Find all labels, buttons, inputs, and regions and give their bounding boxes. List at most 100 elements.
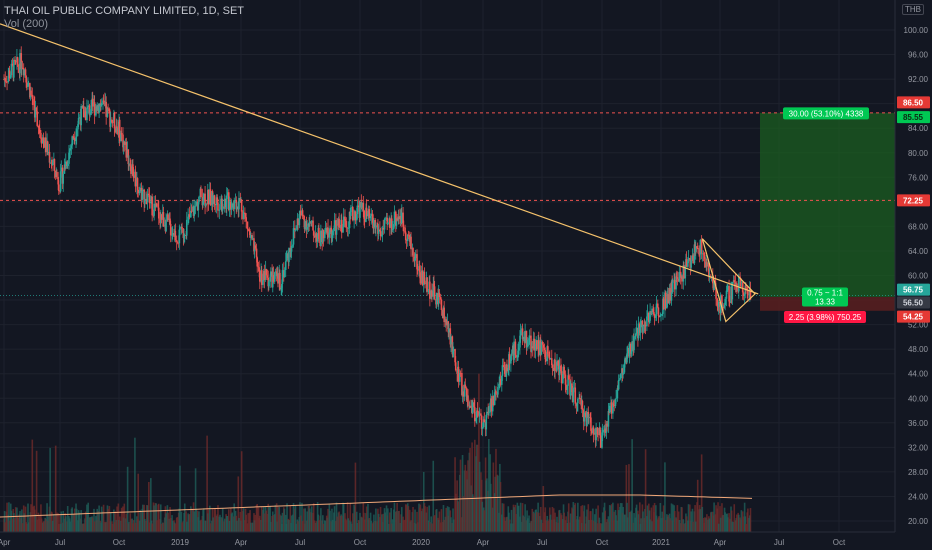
candle-body (33, 104, 35, 105)
volume-bar (38, 515, 41, 532)
candle-body (722, 307, 725, 309)
candle-body (642, 324, 644, 333)
candle-body (236, 206, 238, 210)
candle-body (517, 347, 520, 351)
volume-bar (642, 511, 644, 532)
candle-body (175, 240, 178, 242)
volume-bar (483, 510, 486, 532)
candle-body (586, 411, 588, 426)
time-axis-label: Oct (113, 538, 126, 547)
volume-bar (691, 508, 694, 532)
candle-body (322, 230, 325, 239)
volume-bar (565, 516, 567, 532)
volume-bar (165, 513, 167, 532)
volume-bar (116, 506, 118, 532)
volume-bar (71, 507, 73, 532)
volume-bar (662, 505, 665, 532)
candle-body (517, 350, 519, 356)
volume-bar (139, 509, 142, 532)
volume-bar (599, 523, 602, 532)
candle-body (384, 218, 386, 220)
candle-body (604, 428, 607, 433)
volume-bar (263, 513, 266, 532)
candle-body (427, 291, 430, 293)
volume-bar (98, 505, 100, 532)
candle-body (99, 103, 102, 107)
symbol-title[interactable]: THAI OIL PUBLIC COMPANY LIMITED, 1D, SET (4, 5, 245, 17)
price-label-target-alt: 85.55 (903, 113, 924, 122)
candle-body (723, 305, 726, 308)
candle-body (536, 340, 538, 350)
candle-body (122, 134, 124, 148)
volume-bar (265, 510, 268, 532)
candle-body (48, 151, 51, 163)
price-label-resistance: 72.25 (903, 196, 924, 205)
volume-bar (185, 521, 188, 532)
candle-body (554, 359, 556, 371)
candle-body (338, 218, 340, 228)
candle-body (353, 216, 355, 221)
volume-bar (188, 513, 191, 532)
volume-bar (194, 468, 197, 532)
candle-body (574, 387, 577, 404)
candle-body (560, 371, 563, 384)
candle-body (254, 245, 257, 249)
volume-bar (733, 504, 736, 532)
candle-body (454, 362, 457, 371)
volume-bar (664, 462, 666, 532)
candle-body (672, 282, 674, 292)
candle-body (489, 403, 491, 413)
candle-body (418, 266, 421, 273)
candle-body (386, 217, 388, 225)
candle-body (105, 101, 107, 117)
volume-bar (478, 461, 481, 532)
volume-bar (580, 506, 582, 532)
volume-bar (410, 520, 412, 532)
volume-bar (108, 506, 111, 532)
candle-body (504, 370, 506, 377)
volume-bar (612, 502, 614, 532)
candle-body (148, 195, 151, 204)
volume-bar (146, 505, 149, 532)
candle-body (141, 191, 144, 201)
candle-body (307, 223, 310, 227)
volume-bar (694, 505, 696, 532)
candle-body (379, 231, 382, 237)
candle-body (646, 316, 648, 327)
candle-body (68, 152, 70, 164)
candle-body (683, 265, 685, 279)
candle-body (13, 59, 15, 78)
candle-body (38, 127, 41, 133)
volume-bar (398, 510, 400, 532)
candle-body (475, 418, 477, 422)
candle-body (666, 298, 668, 309)
candle-body (400, 212, 403, 224)
candle-body (583, 412, 586, 422)
candle-body (244, 213, 247, 218)
price-axis-tick: 84.00 (908, 124, 929, 133)
candle-body (306, 226, 308, 230)
candle-body (46, 141, 49, 154)
candle-body (139, 187, 142, 192)
candle-body (182, 228, 185, 238)
candle-body (502, 365, 505, 367)
candle-body (652, 308, 655, 313)
candle-body (435, 293, 438, 305)
volume-bar (563, 512, 565, 532)
candle-body (253, 238, 255, 252)
candle-body (144, 198, 146, 204)
volume-bar (304, 508, 307, 532)
candle-body (123, 141, 126, 145)
candle-body (288, 248, 290, 263)
volume-bar (569, 513, 572, 532)
candle-body (335, 224, 338, 235)
volume-bar (56, 512, 58, 532)
candle-body (465, 388, 468, 401)
candle-body (204, 203, 207, 206)
candle-body (84, 111, 87, 121)
candle-body (29, 83, 31, 98)
candle-body (519, 331, 522, 336)
volume-indicator-label[interactable]: Vol (200) (4, 18, 49, 30)
